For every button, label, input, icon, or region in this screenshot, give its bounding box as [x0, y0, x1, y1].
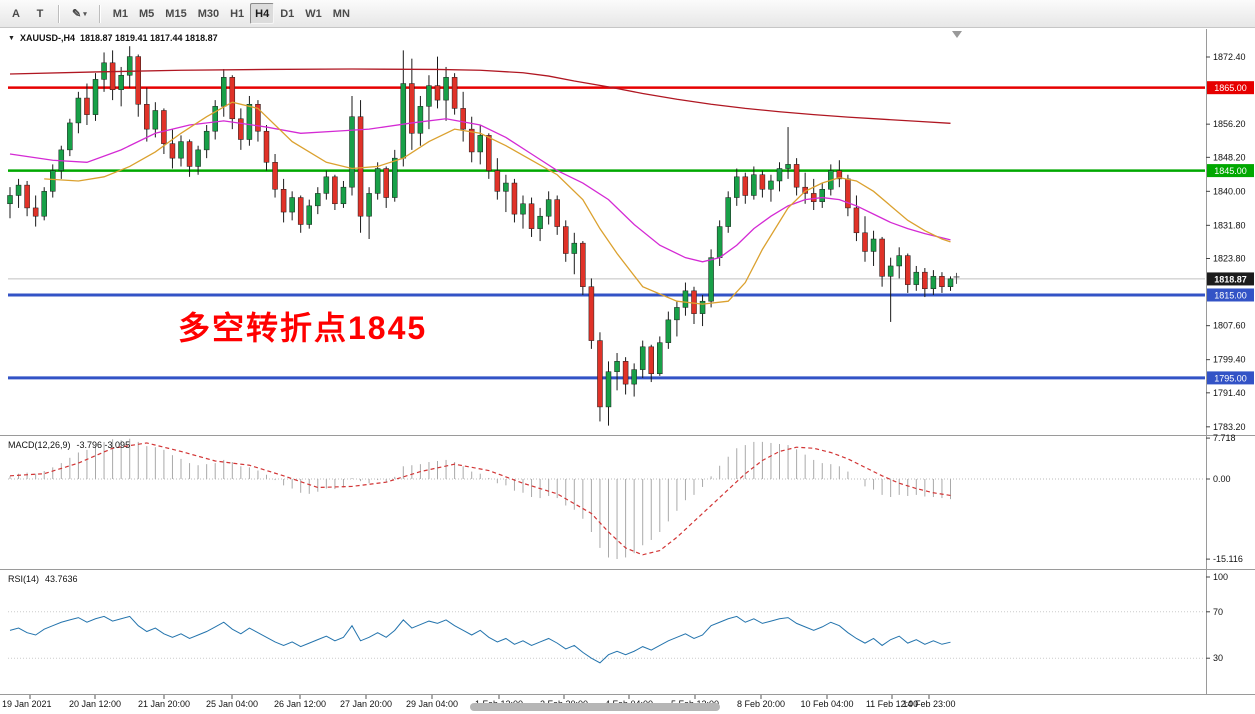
chevron-down-icon: ▾	[83, 10, 87, 18]
ma-fast-line	[44, 101, 951, 305]
ma-slow-line	[9, 68, 951, 124]
price-badge-label: 1845.00	[1214, 166, 1247, 176]
symbol-title: ▼ XAUUSD-,H4 1818.87 1819.41 1817.44 181…	[8, 33, 218, 43]
timeframe-button-m5[interactable]: M5	[134, 3, 159, 24]
macd-tick-label: -15.116	[1213, 554, 1243, 564]
timeframe-button-w1[interactable]: W1	[300, 3, 327, 24]
rsi-tick-label: 30	[1213, 653, 1223, 663]
price-tick-label: 1848.20	[1213, 152, 1246, 162]
price-tick-label: 1831.80	[1213, 220, 1246, 230]
price-tick-label: 1783.20	[1213, 422, 1246, 432]
time-tick-label: 19 Jan 2021	[2, 699, 52, 709]
chart-shift-marker[interactable]	[952, 31, 962, 38]
timeframe-button-d1[interactable]: D1	[275, 3, 299, 24]
macd-indicator-label: MACD(12,26,9) -3.796 -3.095	[8, 440, 130, 450]
time-tick-label: 21 Jan 20:00	[138, 699, 190, 709]
price-badge-label: 1795.00	[1214, 373, 1247, 383]
timeframe-button-m1[interactable]: M1	[108, 3, 133, 24]
macd-tick-label: 7.718	[1213, 433, 1236, 443]
price-badge-label: 1818.87	[1214, 274, 1247, 284]
price-axis[interactable]: 1872.40 1856.20 1848.20 1840.00 1831.80 1823.…	[1206, 52, 1254, 432]
price-tick-label: 1799.40	[1213, 355, 1246, 365]
rsi-indicator-label: RSI(14) 43.7636	[8, 574, 78, 584]
timeframe-button-m30[interactable]: M30	[193, 3, 224, 24]
time-tick-label: 25 Jan 04:00	[206, 699, 258, 709]
rsi-axis[interactable]: 100 70 30	[1206, 572, 1228, 663]
macd-name: MACD(12,26,9)	[8, 440, 71, 450]
symbol-period-label: XAUUSD-,H4	[19, 33, 75, 43]
price-badge-1795.00	[1207, 371, 1254, 385]
time-tick-label: 11 Feb 12:00	[866, 699, 918, 709]
price-tick-label: 1840.00	[1213, 186, 1246, 196]
timeframe-button-h4[interactable]: H4	[250, 3, 275, 24]
rsi-value: 43.7636	[45, 574, 78, 584]
timeframe-button-mn[interactable]: MN	[328, 3, 355, 24]
chart-window-icon: ▼	[8, 34, 15, 42]
draw-tool-button[interactable]: ✎ ▾	[67, 3, 92, 24]
time-tick-label: 8 Feb 20:00	[737, 699, 785, 709]
rsi-name: RSI(14)	[8, 574, 40, 584]
text-tool-button[interactable]: T	[29, 3, 51, 24]
time-tick-label: 20 Jan 12:00	[69, 699, 121, 709]
cursor-tool-button[interactable]: A	[5, 3, 27, 24]
current-bar-marker	[953, 272, 960, 284]
macd-signal-line	[9, 442, 951, 556]
time-tick-label: 29 Jan 04:00	[406, 699, 458, 709]
price-tick-label: 1791.40	[1213, 388, 1246, 398]
macd-histogram	[9, 438, 951, 560]
rsi-tick-label: 70	[1213, 607, 1223, 617]
price-tick-label: 1823.80	[1213, 253, 1246, 263]
annotation-text[interactable]: 多空转折点1845	[178, 310, 428, 346]
candlestick-series	[7, 46, 954, 426]
time-tick-label: 27 Jan 20:00	[340, 699, 392, 709]
price-badge-label: 1815.00	[1214, 290, 1247, 300]
timeframe-buttons: M1 M5 M15 M30 H1 H4 D1 W1 MN	[108, 3, 355, 24]
price-tick-label: 1807.60	[1213, 321, 1246, 331]
toolbar-separator	[98, 4, 101, 23]
price-badge-1818.87	[1207, 272, 1254, 286]
price-badge-1815.00	[1207, 288, 1254, 302]
timeframe-button-m15[interactable]: M15	[160, 3, 191, 24]
time-tick-label: 14 Feb 23:00	[902, 699, 955, 709]
time-tick-label: 10 Feb 04:00	[800, 699, 853, 709]
price-badge-label: 1865.00	[1214, 83, 1247, 93]
ohlc-values: 1818.87 1819.41 1817.44 1818.87	[79, 33, 218, 43]
macd-tick-label: 0.00	[1213, 474, 1231, 484]
horizontal-scrollbar-thumb[interactable]	[470, 703, 720, 711]
pencil-icon: ✎	[72, 8, 82, 20]
ma-mid-line	[9, 118, 951, 263]
time-tick-label: 26 Jan 12:00	[274, 699, 326, 709]
toolbar: A T ✎ ▾ M1 M5 M15 M30 H1 H4 D1 W1 MN	[0, 0, 1255, 28]
price-badge-1845.00	[1207, 164, 1254, 178]
macd-values: -3.796 -3.095	[76, 440, 131, 450]
timeframe-button-h1[interactable]: H1	[225, 3, 249, 24]
macd-axis[interactable]: 7.718 0.00 -15.116	[1206, 433, 1243, 564]
price-tick-label: 1872.40	[1213, 52, 1246, 62]
rsi-tick-label: 100	[1213, 572, 1228, 582]
price-tick-label: 1856.20	[1213, 119, 1246, 129]
price-badge-1865.00	[1207, 81, 1254, 95]
rsi-line	[9, 615, 951, 664]
toolbar-separator	[58, 4, 60, 23]
